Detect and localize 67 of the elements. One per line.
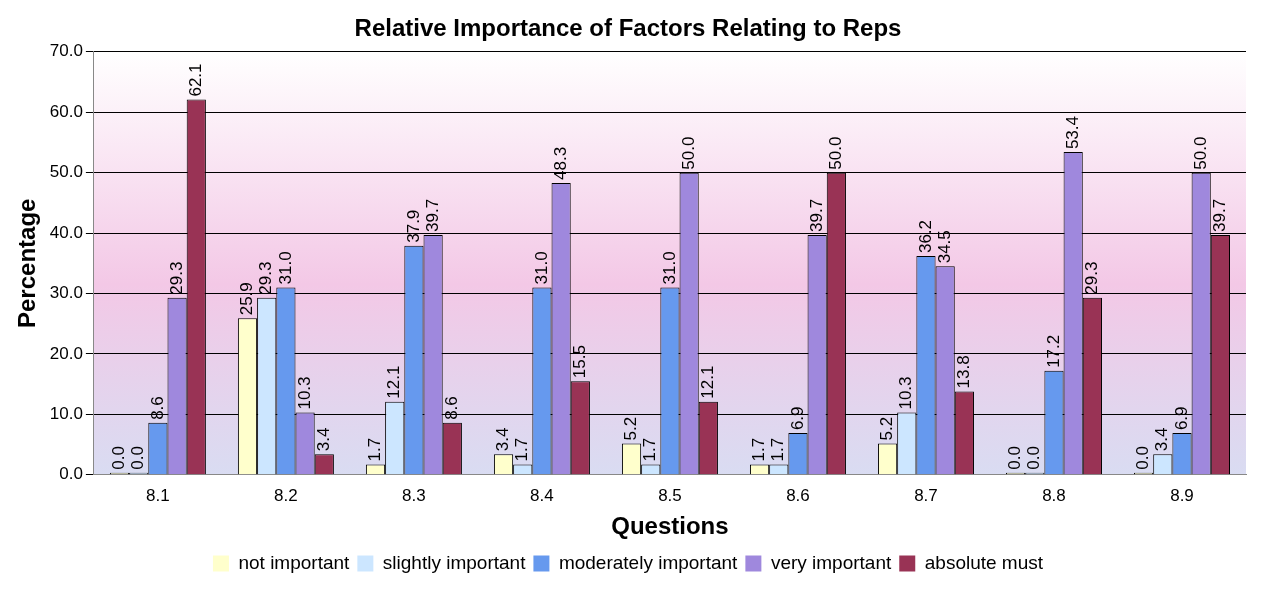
data-label: 53.4 [1062,116,1082,150]
legend-label: slightly important [382,551,527,573]
data-label: 0.0 [128,446,148,470]
data-label: 31.0 [659,251,679,285]
legend-label: not important [238,551,351,573]
data-label: 0.0 [1133,446,1153,470]
data-label: 62.1 [185,63,205,97]
x-tick-label: 8.8 [1042,485,1066,505]
y-tick-label: 40.0 [49,222,83,242]
y-tick-label: 60.0 [49,101,83,121]
x-tick-label: 8.7 [914,485,938,505]
data-label: 29.3 [166,261,186,295]
x-axis-title: Questions [611,512,729,540]
data-label: 48.3 [550,146,570,180]
data-label: 1.7 [512,437,532,462]
data-label: 8.6 [147,396,167,420]
data-label: 25.9 [237,282,257,316]
data-label: 12.1 [384,365,404,399]
data-label: 34.5 [934,230,954,264]
y-tick-label: 10.0 [49,404,83,424]
data-label: 50.0 [1190,136,1210,170]
data-label: 39.7 [806,198,826,232]
data-label: 50.0 [678,136,698,170]
data-label: 10.3 [896,376,916,410]
y-tick-label: 50.0 [49,162,83,182]
data-label: 13.8 [954,355,974,389]
y-tick-label: 0.0 [59,464,83,484]
x-tick-label: 8.4 [530,485,554,505]
chart-title: Relative Importance of Factors Relating to Reps [354,14,902,42]
x-tick-label: 8.6 [786,485,810,505]
data-label: 1.7 [768,437,788,462]
y-tick-label: 20.0 [49,343,83,363]
x-tick-label: 8.9 [1170,485,1194,505]
data-label: 31.0 [275,251,295,285]
data-label: 15.5 [570,345,590,379]
data-label: 37.9 [403,209,423,243]
y-tick-label: 70.0 [49,41,83,61]
x-tick-label: 8.2 [274,485,298,505]
data-label: 39.7 [1210,198,1230,232]
legend-label: very important [770,551,892,573]
data-label: 10.3 [294,376,314,410]
x-tick-label: 8.3 [402,485,426,505]
data-label: 12.1 [698,365,718,399]
data-label: 29.3 [256,261,276,295]
y-tick-label: 30.0 [49,283,83,303]
data-label: 29.3 [1082,261,1102,295]
data-label: 0.0 [1005,446,1025,470]
data-label: 0.0 [1024,446,1044,470]
data-label: 36.2 [915,219,935,254]
data-label: 5.2 [877,416,897,441]
data-label: 3.4 [493,427,513,452]
data-label: 39.7 [422,198,442,232]
data-label: 31.0 [531,251,551,285]
x-tick-label: 8.5 [658,485,682,505]
data-label: 5.2 [621,416,641,441]
x-tick-label: 8.1 [146,485,170,505]
data-label: 50.0 [826,136,846,170]
data-label: 1.7 [365,437,385,462]
data-label: 3.4 [314,427,333,452]
data-label: 1.7 [640,437,660,462]
y-axis-title: Percentage [13,198,41,328]
legend-label: absolute must [924,551,1044,573]
data-label: 3.4 [1152,427,1172,452]
data-label: 0.0 [109,446,129,470]
data-label: 8.6 [442,396,462,420]
legend-label: moderately important [558,551,739,573]
data-label: 1.7 [749,437,769,462]
